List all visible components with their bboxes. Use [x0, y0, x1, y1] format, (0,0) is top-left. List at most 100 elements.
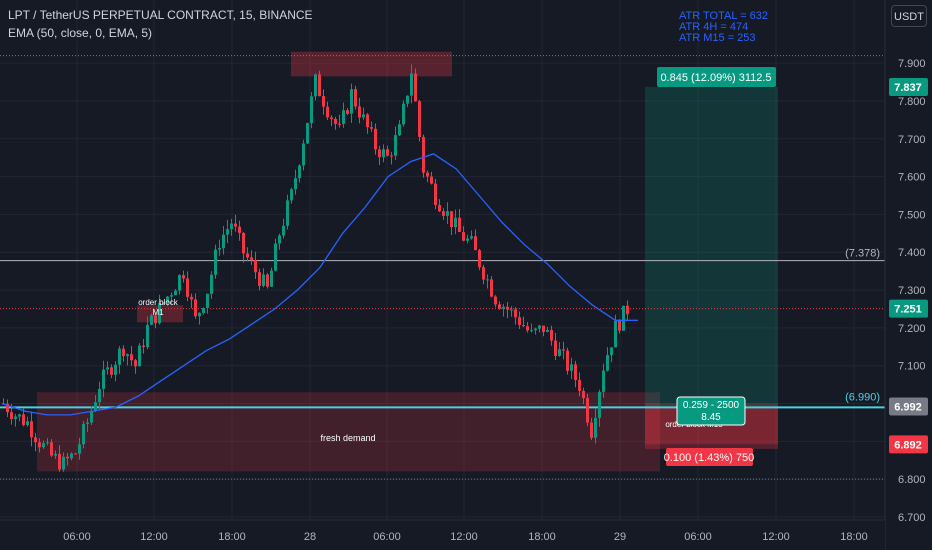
candle-body	[162, 302, 165, 304]
candle-body	[374, 128, 377, 150]
candle-body	[106, 367, 109, 370]
candle-body	[610, 347, 613, 356]
candle-body	[214, 249, 217, 275]
candle-body	[342, 110, 345, 124]
candle-body	[482, 267, 485, 280]
candle-body	[306, 123, 309, 144]
candle-body	[458, 217, 461, 233]
time-tick-label: 18:00	[218, 531, 246, 543]
candle-body	[282, 225, 285, 236]
candle-body	[154, 315, 157, 324]
price-tick-label: 7.700	[898, 134, 926, 146]
candle-body	[310, 96, 313, 124]
candle-body	[514, 309, 517, 318]
candle-body	[398, 124, 401, 136]
candle-body	[138, 345, 141, 367]
candle-body	[142, 345, 145, 348]
atr-total-label: ATR TOTAL = 632	[679, 10, 768, 22]
price-tick-label: 7.500	[898, 209, 926, 221]
price-tag-box	[889, 397, 928, 416]
candle-body	[146, 324, 149, 348]
candle-body	[450, 211, 453, 228]
candle-body	[118, 348, 121, 365]
take-profit-area	[645, 86, 778, 407]
candle-body	[230, 223, 233, 230]
candle-body	[266, 274, 269, 287]
candle-body	[394, 135, 397, 156]
candle-body	[86, 422, 89, 424]
candle-body	[446, 211, 449, 216]
price-tick-label: 7.900	[898, 58, 926, 70]
candle-body	[562, 349, 565, 351]
candle-body	[538, 325, 541, 329]
entry-label-line2: 8.45	[701, 412, 721, 423]
candle-body	[422, 136, 425, 173]
candle-body	[474, 236, 477, 251]
currency-button[interactable]: USDT	[891, 5, 927, 27]
candle-body	[122, 348, 125, 357]
candle-body	[390, 155, 393, 157]
candle-body	[206, 293, 209, 309]
candle-body	[126, 354, 129, 357]
candle-body	[158, 302, 161, 324]
stop-label-box	[666, 448, 753, 466]
entry-label-box	[676, 396, 746, 426]
price-tag-box	[889, 435, 928, 454]
candle-body	[166, 296, 169, 303]
candle-body	[54, 453, 57, 456]
candle-body	[598, 391, 601, 418]
candle-body	[382, 149, 385, 158]
candle-body	[6, 403, 9, 413]
price-tick-label: 7.300	[898, 285, 926, 297]
candle-body	[94, 402, 97, 411]
candle-body	[470, 236, 473, 239]
candle-body	[170, 295, 173, 297]
candle-body	[262, 274, 265, 286]
candle-body	[602, 370, 605, 392]
price-tick-label: 6.800	[898, 474, 926, 486]
candle-body	[590, 422, 593, 438]
price-tag-label: 6.892	[894, 439, 922, 451]
candle-body	[258, 272, 261, 286]
candle-body	[182, 275, 185, 279]
candle-body	[522, 324, 525, 327]
order-block-m1-label: order block	[138, 298, 179, 307]
candle-body	[34, 437, 37, 443]
candle-body	[546, 329, 549, 332]
candle-body	[498, 304, 501, 309]
candle-body	[486, 279, 489, 281]
candle-body	[198, 312, 201, 317]
candle-body	[114, 364, 117, 375]
candle-body	[378, 149, 381, 158]
ema-line	[1, 153, 638, 416]
time-tick-label: 06:00	[63, 531, 91, 543]
price-tick-label: 7.600	[898, 172, 926, 184]
candle-body	[502, 306, 505, 309]
price-tag-box	[889, 299, 928, 318]
candle-body	[274, 243, 277, 271]
candle-body	[294, 178, 297, 190]
candle-body	[542, 325, 545, 332]
candle-body	[386, 149, 389, 156]
target-label-box	[657, 67, 776, 87]
candle-body	[78, 444, 81, 454]
candle-body	[26, 421, 29, 425]
candle-body	[506, 306, 509, 310]
candle-body	[354, 89, 357, 107]
candle-body	[174, 290, 177, 296]
candle-body	[46, 442, 49, 444]
price-tick-label: 7.400	[898, 247, 926, 259]
candle-body	[530, 330, 533, 332]
candle-body	[254, 260, 257, 273]
candle-body	[578, 379, 581, 391]
price-tick-label: 7.200	[898, 323, 926, 335]
candle-body	[490, 279, 493, 297]
candle-body	[582, 390, 585, 399]
candle-body	[298, 165, 301, 179]
ema-indicator-label[interactable]: EMA (50, close, 0, EMA, 5)	[8, 26, 153, 40]
candle-body	[18, 414, 21, 417]
price-tag-label: 7.837	[894, 82, 922, 94]
time-tick-label: 18:00	[840, 531, 868, 543]
candle-body	[74, 453, 77, 455]
